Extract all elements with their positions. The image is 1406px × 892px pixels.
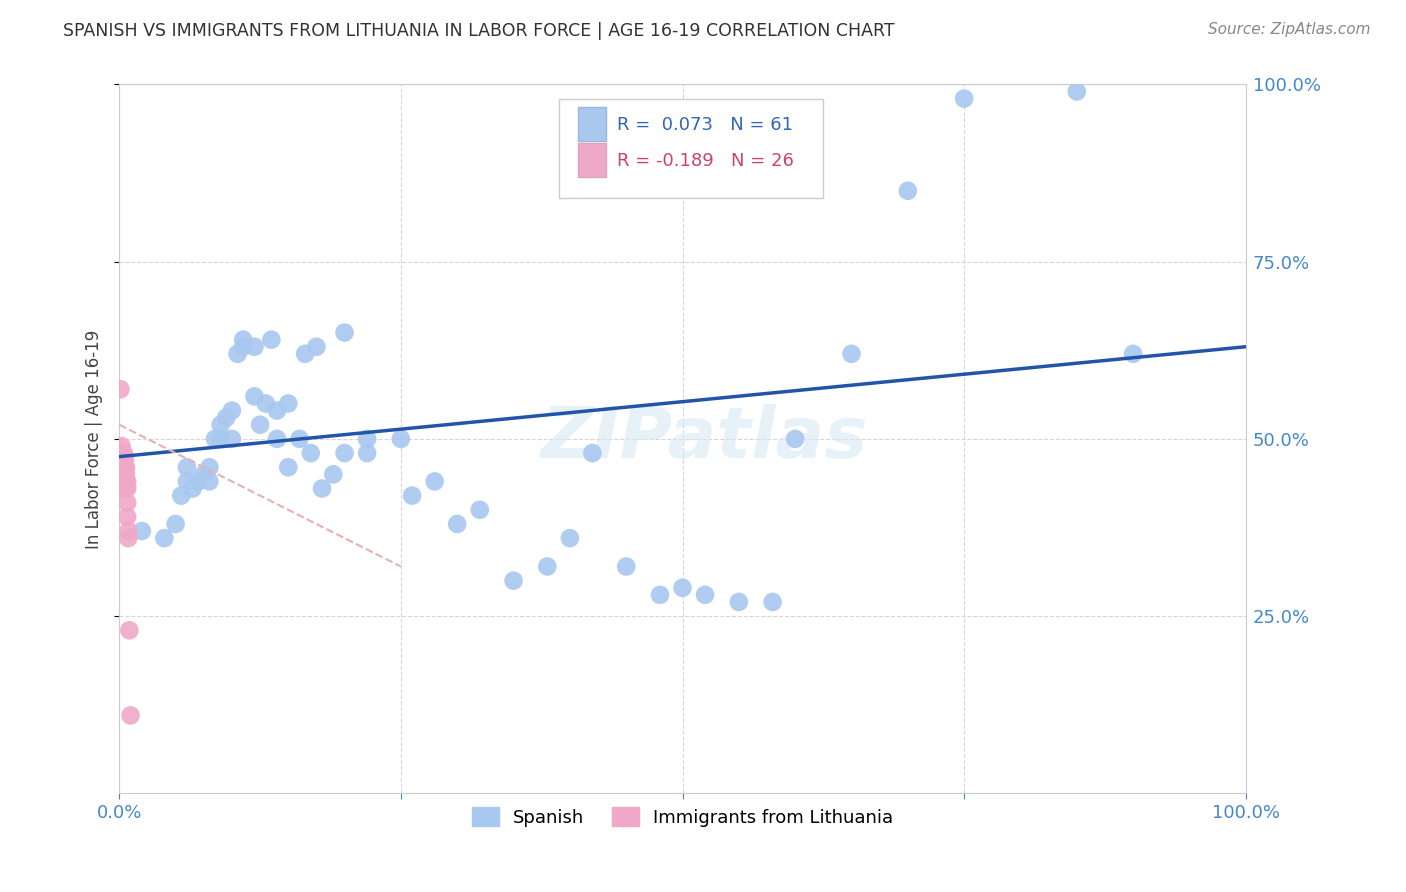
Point xyxy=(165,516,187,531)
Point xyxy=(115,475,138,489)
Point xyxy=(671,581,693,595)
Point xyxy=(232,333,254,347)
Point xyxy=(115,482,138,496)
Point xyxy=(401,489,423,503)
Point xyxy=(614,559,637,574)
Point xyxy=(198,460,221,475)
Text: SPANISH VS IMMIGRANTS FROM LITHUANIA IN LABOR FORCE | AGE 16-19 CORRELATION CHAR: SPANISH VS IMMIGRANTS FROM LITHUANIA IN … xyxy=(63,22,894,40)
Point xyxy=(423,475,446,489)
Point xyxy=(897,184,920,198)
Point xyxy=(204,432,226,446)
Point xyxy=(115,475,138,489)
Point xyxy=(114,460,136,475)
Point xyxy=(115,509,138,524)
Point xyxy=(294,347,316,361)
Point xyxy=(111,453,134,467)
Point xyxy=(266,432,288,446)
Point xyxy=(277,460,299,475)
Point xyxy=(356,446,378,460)
Point xyxy=(112,453,135,467)
Point xyxy=(232,340,254,354)
Point xyxy=(762,595,785,609)
Point xyxy=(198,475,221,489)
Point xyxy=(693,588,716,602)
Point xyxy=(249,417,271,432)
Point xyxy=(648,588,671,602)
Point xyxy=(114,482,136,496)
Point xyxy=(254,396,277,410)
Point xyxy=(502,574,524,588)
Point xyxy=(226,347,249,361)
Point xyxy=(111,446,134,460)
Point xyxy=(266,403,288,417)
Point xyxy=(114,467,136,482)
Point xyxy=(176,475,198,489)
Point xyxy=(115,460,138,475)
Legend: Spanish, Immigrants from Lithuania: Spanish, Immigrants from Lithuania xyxy=(464,800,900,834)
Point xyxy=(288,432,311,446)
Point xyxy=(581,446,603,460)
Point xyxy=(117,531,139,545)
Point xyxy=(117,524,139,538)
FancyBboxPatch shape xyxy=(578,107,606,141)
FancyBboxPatch shape xyxy=(578,143,606,177)
Point xyxy=(112,446,135,460)
Text: ZIPatlas: ZIPatlas xyxy=(541,404,869,474)
Point xyxy=(333,326,356,340)
Point xyxy=(243,340,266,354)
Point xyxy=(110,382,132,396)
Point xyxy=(1066,85,1088,99)
Point xyxy=(209,417,232,432)
Point xyxy=(221,403,243,417)
Point xyxy=(131,524,153,538)
Point xyxy=(153,531,176,545)
Point xyxy=(170,489,193,503)
Point xyxy=(215,410,238,425)
Point xyxy=(118,624,141,638)
Point xyxy=(727,595,749,609)
Point xyxy=(785,432,807,446)
FancyBboxPatch shape xyxy=(558,99,824,198)
Point xyxy=(115,496,138,510)
Text: Source: ZipAtlas.com: Source: ZipAtlas.com xyxy=(1208,22,1371,37)
Point xyxy=(112,460,135,475)
Point xyxy=(536,559,558,574)
Point xyxy=(277,396,299,410)
Point xyxy=(356,432,378,446)
Y-axis label: In Labor Force | Age 16-19: In Labor Force | Age 16-19 xyxy=(86,329,103,549)
Text: R =  0.073   N = 61: R = 0.073 N = 61 xyxy=(617,116,793,135)
Point xyxy=(260,333,283,347)
Point xyxy=(114,453,136,467)
Point xyxy=(111,460,134,475)
Point xyxy=(112,467,135,482)
Point xyxy=(193,467,215,482)
Point xyxy=(311,482,333,496)
Point xyxy=(468,503,491,517)
Point xyxy=(209,432,232,446)
Point xyxy=(305,340,328,354)
Point xyxy=(110,446,132,460)
Point xyxy=(120,708,142,723)
Point xyxy=(110,439,132,453)
Text: R = -0.189   N = 26: R = -0.189 N = 26 xyxy=(617,152,794,169)
Point xyxy=(243,389,266,403)
Point xyxy=(299,446,322,460)
Point xyxy=(115,482,138,496)
Point xyxy=(841,347,863,361)
Point xyxy=(181,482,204,496)
Point xyxy=(1122,347,1144,361)
Point xyxy=(187,475,209,489)
Point xyxy=(389,432,412,446)
Point xyxy=(333,446,356,460)
Point xyxy=(446,516,468,531)
Point xyxy=(115,467,138,482)
Point xyxy=(176,460,198,475)
Point xyxy=(558,531,581,545)
Point xyxy=(953,92,976,106)
Point xyxy=(114,475,136,489)
Point xyxy=(221,432,243,446)
Point xyxy=(322,467,344,482)
